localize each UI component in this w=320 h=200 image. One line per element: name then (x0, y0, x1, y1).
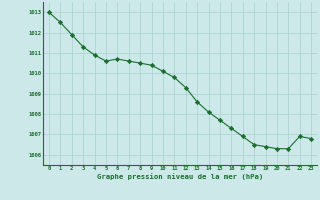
X-axis label: Graphe pression niveau de la mer (hPa): Graphe pression niveau de la mer (hPa) (97, 173, 263, 180)
